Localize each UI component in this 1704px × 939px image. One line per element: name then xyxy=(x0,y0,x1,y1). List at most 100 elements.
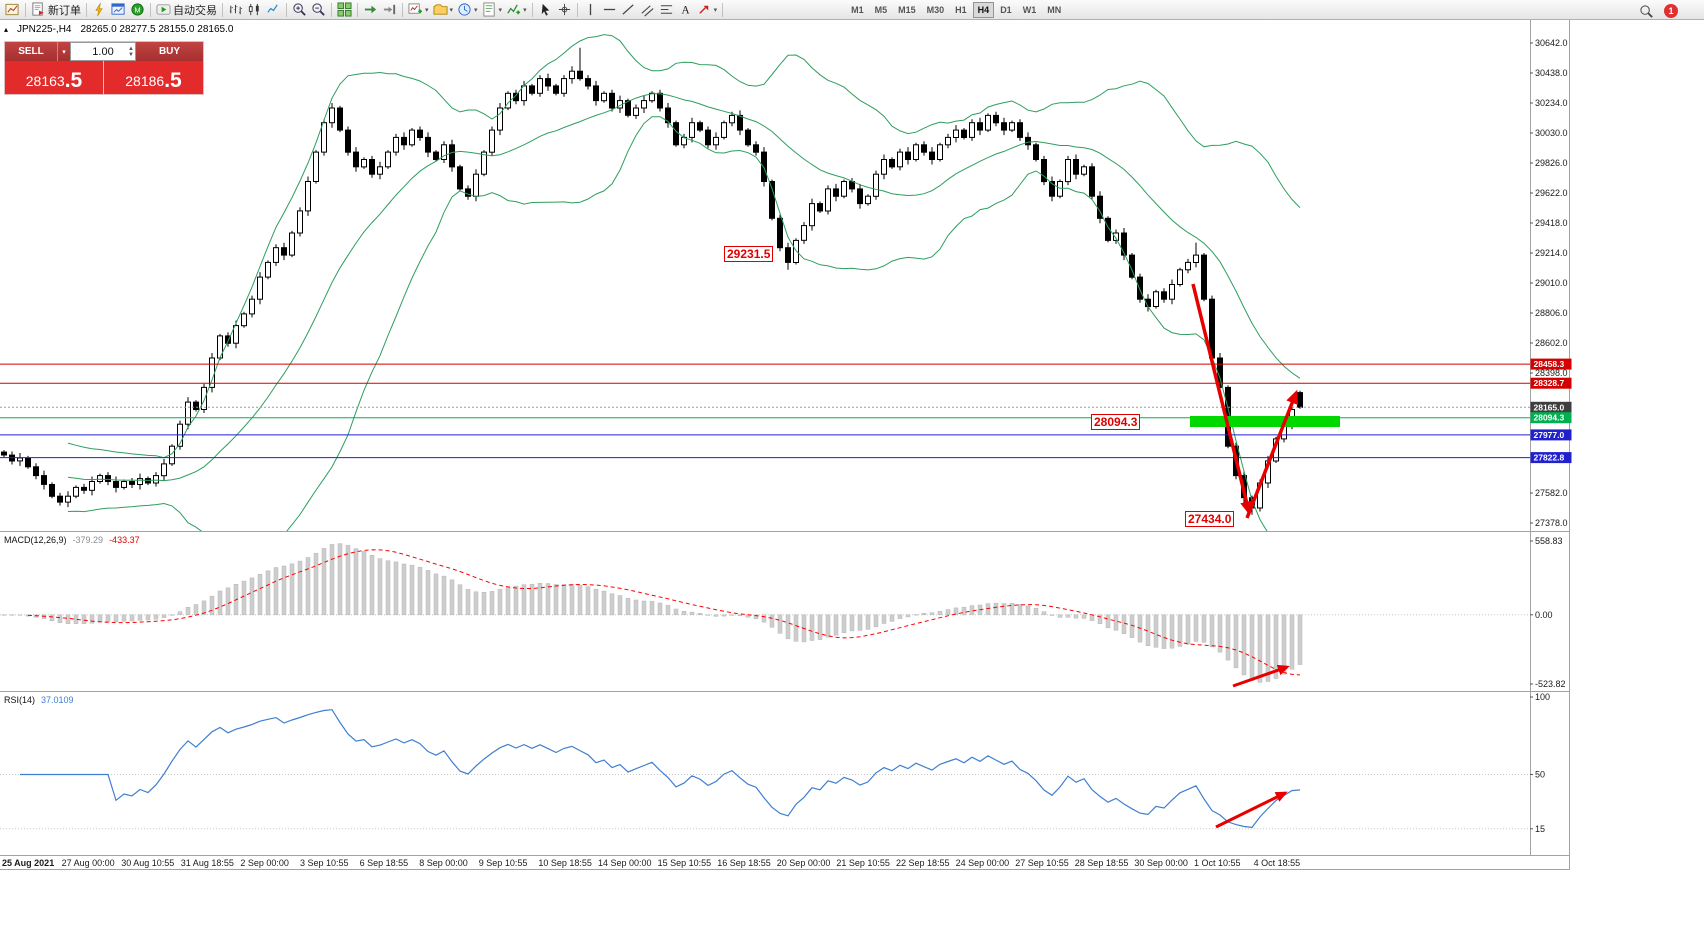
svg-text:28094.3: 28094.3 xyxy=(1534,413,1565,423)
lightning-button[interactable] xyxy=(90,1,109,19)
profiles-button[interactable]: ▾ xyxy=(431,1,456,19)
notification-badge[interactable]: 1 xyxy=(1664,4,1678,18)
indicators-icon xyxy=(507,4,521,15)
sell-button[interactable]: SELL xyxy=(5,42,57,61)
sell-options-chevron-icon[interactable]: ▾ xyxy=(57,42,70,61)
crosshair-icon xyxy=(558,3,570,16)
trend-arrow[interactable] xyxy=(1232,664,1290,688)
zoom-out-button[interactable] xyxy=(309,1,328,19)
timeframe-m15[interactable]: M15 xyxy=(893,2,921,18)
toolbar-separator xyxy=(357,2,358,17)
timeframe-m5[interactable]: M5 xyxy=(870,2,893,18)
line-chart-button[interactable] xyxy=(264,1,283,19)
zoom-in-button[interactable] xyxy=(290,1,309,19)
svg-text:28165.0: 28165.0 xyxy=(1534,402,1565,412)
price-annotation[interactable]: 28094.3 xyxy=(1091,414,1141,430)
zoom-out-icon xyxy=(312,3,325,16)
price-annotation[interactable]: 29231.5 xyxy=(724,246,774,262)
collapse-panel-arrow-icon[interactable]: ▴ xyxy=(4,24,9,34)
timeframe-h4[interactable]: H4 xyxy=(972,1,995,18)
timeframe-h1[interactable]: H1 xyxy=(950,2,972,18)
fibonacci-button[interactable] xyxy=(657,1,676,19)
buy-button[interactable]: BUY xyxy=(136,42,203,61)
svg-text:27582.0: 27582.0 xyxy=(1535,488,1568,498)
mql-button[interactable]: M xyxy=(128,1,147,19)
svg-text:30642.0: 30642.0 xyxy=(1535,38,1568,48)
svg-text:15: 15 xyxy=(1535,824,1545,834)
trendline-icon xyxy=(622,4,634,15)
period-icon xyxy=(458,3,471,16)
toolbar-button-label: 新订单 xyxy=(48,4,81,17)
tile-windows-button[interactable] xyxy=(335,1,354,19)
svg-text:28458.3: 28458.3 xyxy=(1534,359,1565,369)
trend-arrow[interactable] xyxy=(1215,791,1288,829)
autotrade-button[interactable]: 自动交易 xyxy=(154,1,219,19)
chart-window-button[interactable] xyxy=(109,1,128,19)
price-annotation[interactable]: 27434.0 xyxy=(1185,511,1235,527)
chart-new-button[interactable] xyxy=(3,1,22,19)
buy-price[interactable]: 28186 .5 xyxy=(104,61,203,94)
channel-button[interactable] xyxy=(638,1,657,19)
volume-down-icon[interactable]: ▼ xyxy=(128,51,134,58)
zoom-in-icon xyxy=(293,3,306,16)
svg-text:50: 50 xyxy=(1535,770,1545,780)
svg-text:28806.0: 28806.0 xyxy=(1535,308,1568,318)
svg-text:30438.0: 30438.0 xyxy=(1535,68,1568,78)
crosshair-button[interactable] xyxy=(555,1,574,19)
auto-scroll-button[interactable] xyxy=(361,1,380,19)
cursor-button[interactable] xyxy=(536,1,555,19)
volume-spinner[interactable]: ▲ ▼ xyxy=(128,44,134,59)
rsi-axis: 100 50 15 xyxy=(1530,692,1550,834)
hline-button[interactable] xyxy=(600,1,619,19)
toolbar-separator xyxy=(222,2,223,17)
volume-up-icon[interactable]: ▲ xyxy=(128,45,134,52)
rsi-value: 37.0109 xyxy=(41,695,74,705)
svg-text:A: A xyxy=(681,5,690,17)
sell-price-fraction: .5 xyxy=(64,69,83,92)
ohlc-readout: 28265.0 28277.5 28155.0 28165.0 xyxy=(80,24,234,35)
template-button[interactable]: ▾ xyxy=(480,1,505,19)
horizontal-lines xyxy=(0,363,1530,459)
chart-shift-button[interactable] xyxy=(380,1,399,19)
new-order-icon xyxy=(32,2,44,16)
svg-text:6 Sep 18:55: 6 Sep 18:55 xyxy=(360,858,409,868)
svg-text:14 Sep 00:00: 14 Sep 00:00 xyxy=(598,858,652,868)
svg-text:4 Oct 18:55: 4 Oct 18:55 xyxy=(1254,858,1301,868)
volume-input[interactable]: 1.00 ▲ ▼ xyxy=(70,42,136,61)
support-zone-highlight[interactable] xyxy=(1190,416,1340,427)
new-order-button[interactable]: 新订单 xyxy=(29,1,83,19)
svg-text:30030.0: 30030.0 xyxy=(1535,128,1568,138)
vline-button[interactable] xyxy=(581,1,600,19)
trendline-button[interactable] xyxy=(619,1,638,19)
new-chart-button[interactable]: ▾ xyxy=(406,1,431,19)
sell-price[interactable]: 28163 .5 xyxy=(5,61,104,94)
timeframe-m30[interactable]: M30 xyxy=(922,2,950,18)
search-button[interactable] xyxy=(1637,2,1656,20)
candle-chart-button[interactable] xyxy=(245,1,264,19)
timeframe-d1[interactable]: D1 xyxy=(995,2,1017,18)
indicators-button[interactable]: ▾ xyxy=(504,1,529,19)
arrows-button[interactable]: ▾ xyxy=(695,1,720,19)
sell-price-main: 28163 xyxy=(25,73,65,89)
period-button[interactable]: ▾ xyxy=(455,1,480,19)
bollinger-bands xyxy=(67,34,1301,531)
rsi-name: RSI(14) xyxy=(4,695,36,705)
toolbar-separator xyxy=(722,2,724,17)
vline-icon xyxy=(589,3,591,16)
profiles-icon xyxy=(432,4,448,15)
template-icon xyxy=(482,2,495,17)
trend-arrow[interactable] xyxy=(1245,389,1299,519)
timeframe-mn[interactable]: MN xyxy=(1042,2,1066,18)
time-axis[interactable]: 25 Aug 2021 27 Aug 00:00 30 Aug 10:55 31 Au… xyxy=(2,858,1300,868)
text-button[interactable]: A xyxy=(676,1,695,19)
price-axis[interactable]: 30642.0 30438.0 30234.0 30030.0 29826.0 29622… xyxy=(1530,38,1572,528)
svg-text:100: 100 xyxy=(1535,692,1550,702)
svg-text:27 Aug 00:00: 27 Aug 00:00 xyxy=(62,858,115,868)
bars-chart-button[interactable] xyxy=(226,1,245,19)
rsi-indicator-label: RSI(14) 37.0109 xyxy=(4,695,74,705)
timeframe-m1[interactable]: M1 xyxy=(846,2,869,18)
trend-arrow[interactable] xyxy=(1191,283,1253,516)
svg-text:24 Sep 00:00: 24 Sep 00:00 xyxy=(956,858,1010,868)
timeframe-w1[interactable]: W1 xyxy=(1018,2,1042,18)
